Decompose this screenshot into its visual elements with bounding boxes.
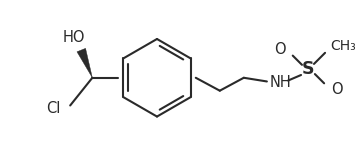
Text: S: S bbox=[302, 60, 315, 78]
Polygon shape bbox=[77, 48, 92, 78]
Text: HO: HO bbox=[62, 30, 85, 45]
Text: CH₃: CH₃ bbox=[331, 39, 355, 53]
Text: NH: NH bbox=[270, 75, 291, 90]
Text: O: O bbox=[274, 42, 285, 57]
Text: O: O bbox=[332, 82, 343, 97]
Text: Cl: Cl bbox=[47, 101, 61, 116]
